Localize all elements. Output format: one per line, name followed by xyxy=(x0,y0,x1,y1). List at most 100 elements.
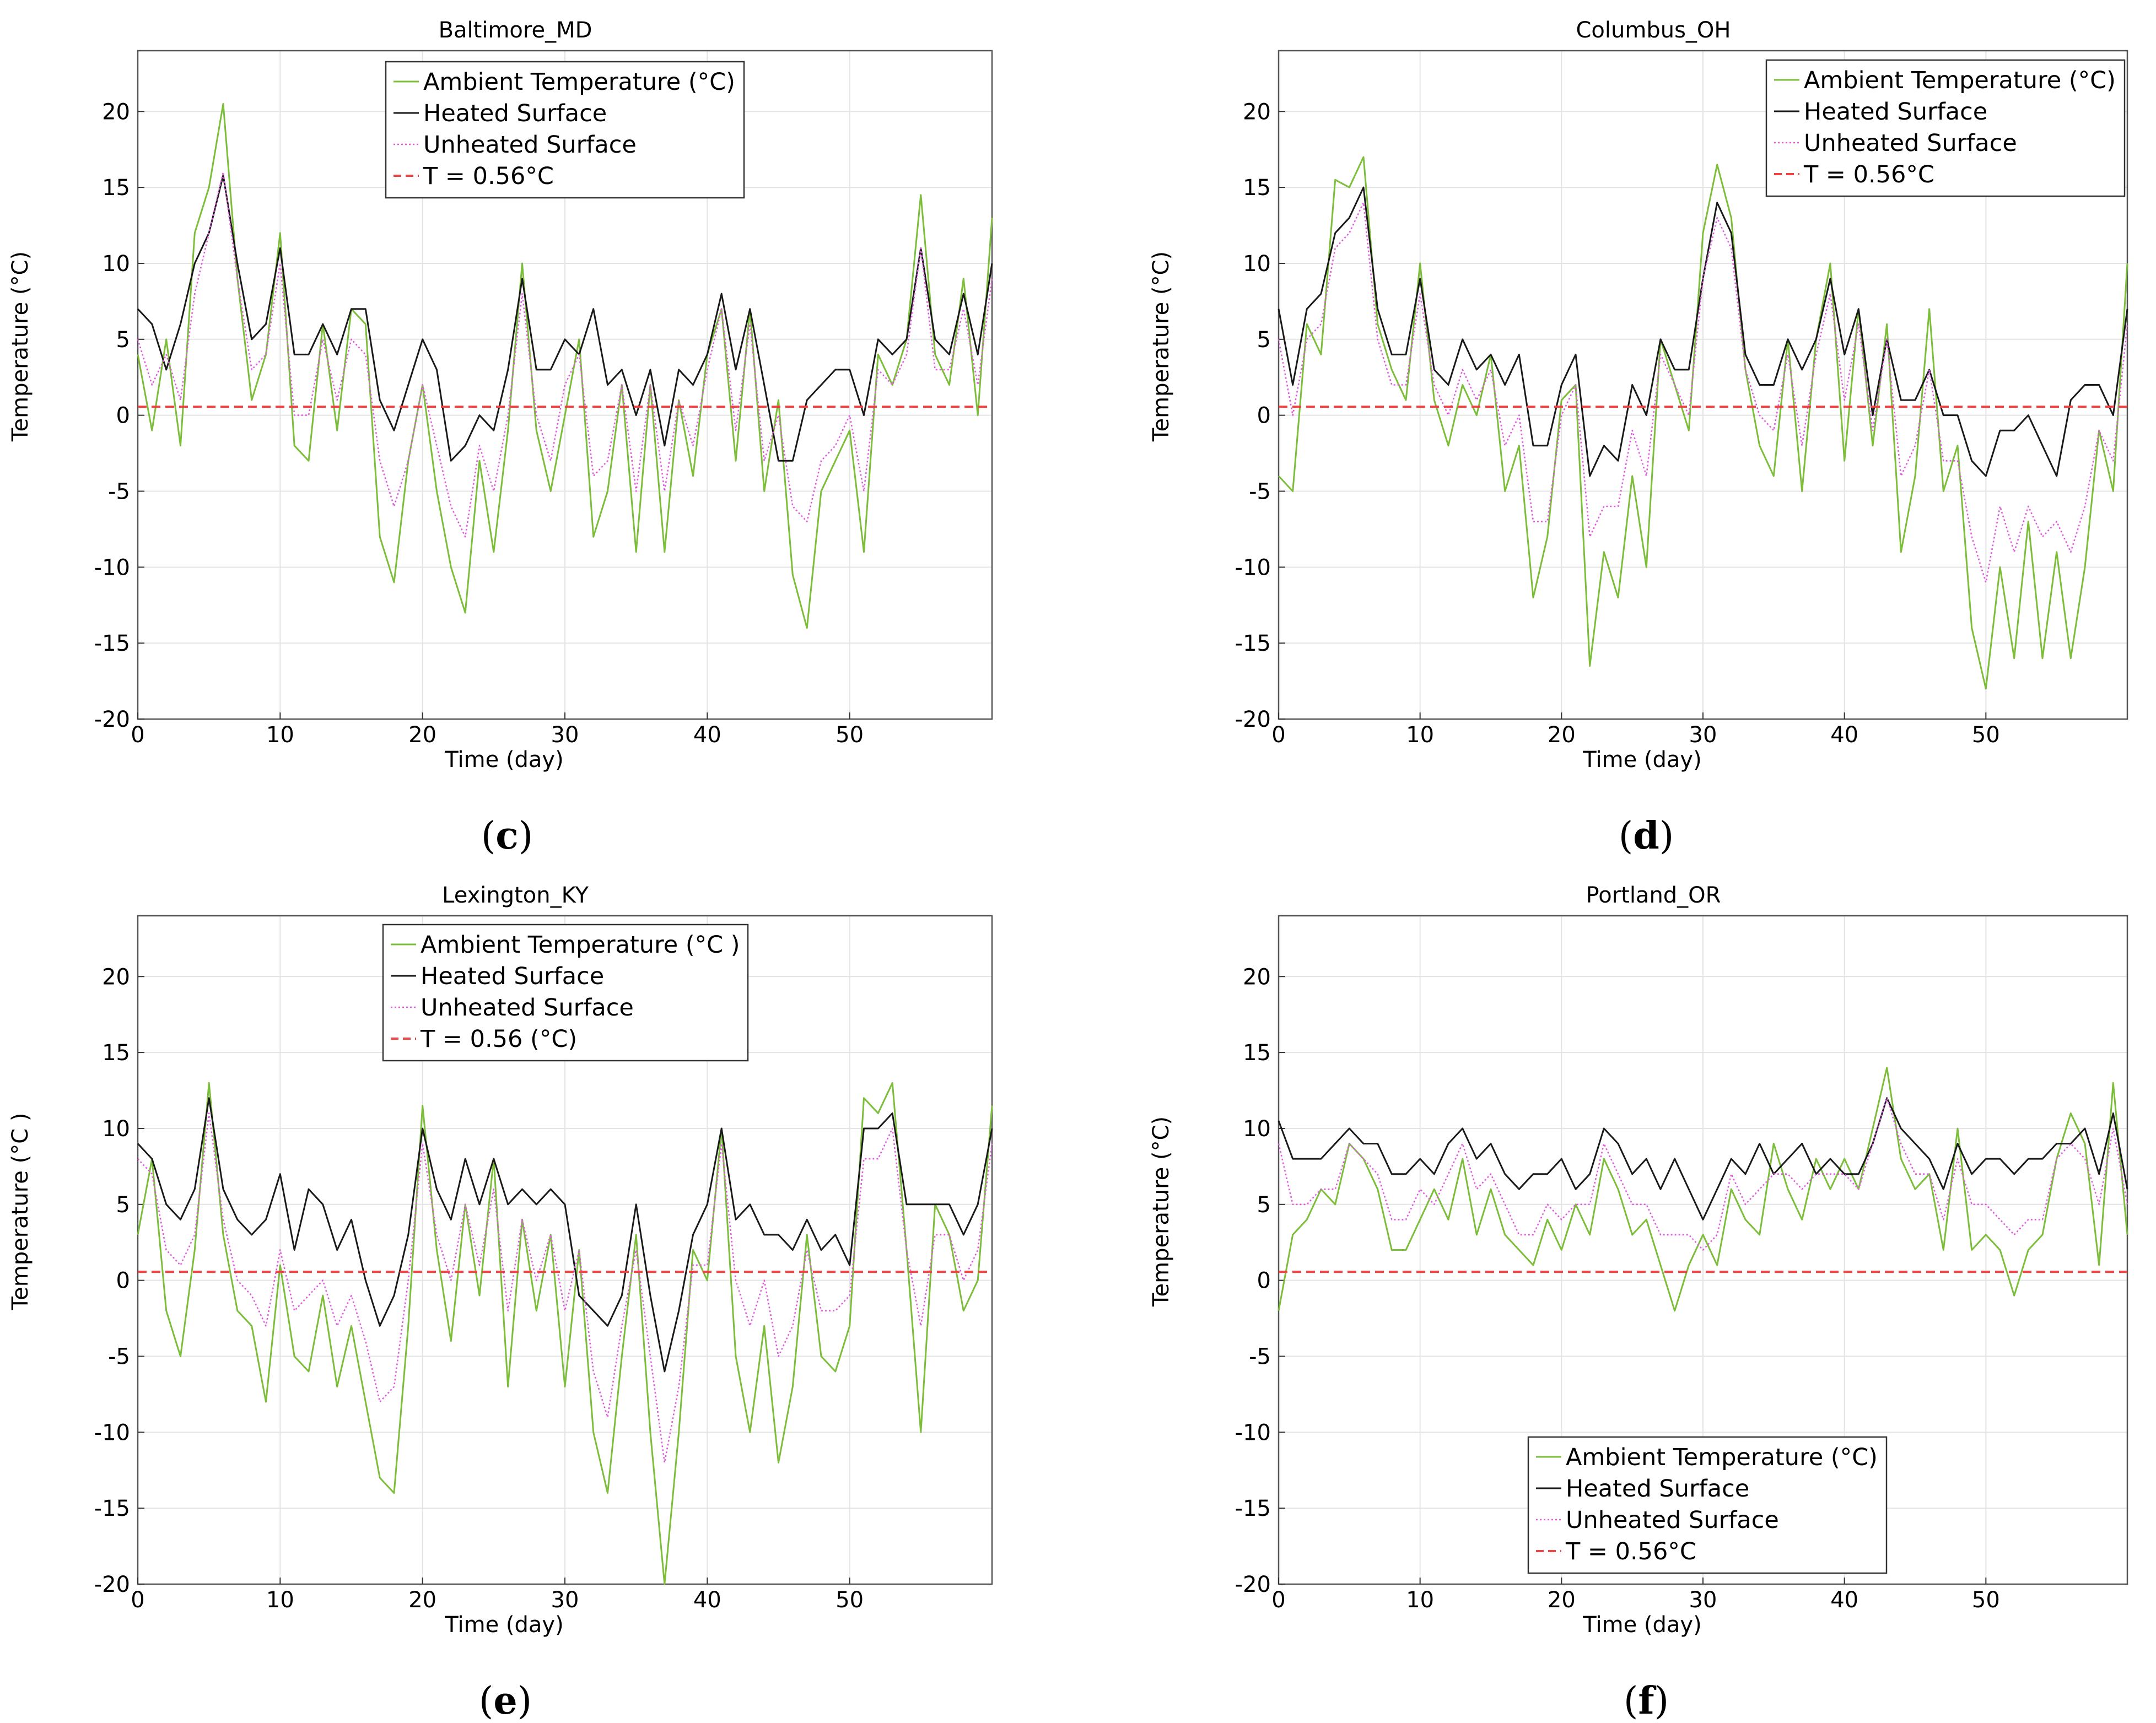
subfigure-label: (c) xyxy=(481,814,533,858)
y-tick-label: 5 xyxy=(1257,1192,1271,1218)
y-tick-label: 5 xyxy=(1257,327,1271,353)
y-tick-label: 5 xyxy=(116,327,130,353)
x-axis-label: Time (day) xyxy=(1582,1612,1701,1638)
legend-label: T = 0.56°C xyxy=(1803,161,1934,188)
heated-surface-line xyxy=(137,174,993,462)
y-tick-label: 5 xyxy=(116,1192,130,1218)
x-tick-label: 30 xyxy=(551,722,579,748)
x-tick-label: 30 xyxy=(551,1587,579,1613)
subfigure-label: (e) xyxy=(479,1679,532,1723)
x-tick-label: 20 xyxy=(1548,1587,1576,1613)
legend-label: T = 0.56°C xyxy=(1565,1538,1696,1565)
subfigure-letter: d xyxy=(1633,814,1659,858)
x-tick-label: 50 xyxy=(836,1587,864,1613)
x-tick-label: 40 xyxy=(1830,1587,1858,1613)
chart-panel-c: 0 10 20 30 40 50 -20 -15 -10 -5 0 5 10 15 20 Baltimore_… xyxy=(8,18,993,858)
y-tick-label: -20 xyxy=(1235,707,1271,732)
legend: Ambient Temperature (°C ) Heated Surface U… xyxy=(382,923,749,1062)
y-axis-label: Temperature (°C) xyxy=(1149,1116,1174,1307)
x-tick-label: 40 xyxy=(693,1587,721,1613)
x-tick-label: 50 xyxy=(836,722,864,748)
chart-title: Portland_OR xyxy=(1586,883,1721,908)
subfigure-paren-close: ) xyxy=(1659,814,1674,858)
unheated-surface-line xyxy=(1278,202,2128,584)
legend-label: Ambient Temperature (°C) xyxy=(1804,67,2116,94)
chart-panel-e: 0 10 20 30 40 50 -20 -15 -10 -5 0 5 10 15 20 Lexington_… xyxy=(8,883,993,1723)
chart-panel-d: 0 10 20 30 40 50 -20 -15 -10 -5 0 5 10 15 20 Columbus_O… xyxy=(1149,18,2128,858)
y-tick-label: -15 xyxy=(1235,1496,1271,1521)
y-tick-label: -10 xyxy=(94,555,130,580)
legend: Ambient Temperature (°C) Heated Surface Un… xyxy=(1765,59,2126,197)
y-tick-label: 0 xyxy=(116,403,130,429)
x-axis-label: Time (day) xyxy=(444,747,563,773)
y-axis-label: Temperature (°C) xyxy=(1149,251,1174,442)
legend-box xyxy=(1765,59,2126,197)
legend-label: T = 0.56 (°C) xyxy=(420,1025,577,1053)
legend-box xyxy=(385,61,745,199)
y-tick-label: -20 xyxy=(1235,1572,1271,1597)
unheated-surface-line xyxy=(137,1112,993,1463)
x-tick-label: 50 xyxy=(1972,722,2000,748)
ambient-temperature-line xyxy=(1278,156,2128,690)
x-tick-label: 0 xyxy=(1271,722,1285,748)
y-tick-label: -20 xyxy=(94,707,130,732)
legend-label: Ambient Temperature (°C ) xyxy=(421,931,740,959)
y-tick-label: 10 xyxy=(1243,251,1271,277)
heated-surface-line xyxy=(1278,1097,2128,1220)
y-tick-label: 20 xyxy=(102,964,130,990)
legend-label: Ambient Temperature (°C) xyxy=(423,68,735,96)
y-tick-label: 0 xyxy=(1257,1268,1271,1294)
y-tick-label: 10 xyxy=(1243,1116,1271,1142)
legend-label: Unheated Surface xyxy=(423,131,637,159)
y-tick-label: -10 xyxy=(94,1420,130,1445)
legend-box xyxy=(382,923,749,1062)
legend-box xyxy=(1527,1436,1888,1574)
y-tick-label: -5 xyxy=(108,479,130,504)
x-tick-label: 30 xyxy=(1689,1587,1717,1613)
y-tick-label: 15 xyxy=(1243,175,1271,201)
x-tick-label: 20 xyxy=(1548,722,1576,748)
subfigure-paren-open: ( xyxy=(1624,1679,1638,1723)
y-tick-label: 10 xyxy=(102,1116,130,1142)
y-tick-label: -10 xyxy=(1235,1420,1271,1445)
y-axis-label: Temperature (°C) xyxy=(8,251,33,442)
chart-panel-f: 0 10 20 30 40 50 -20 -15 -10 -5 0 5 10 15 20 Portland_O… xyxy=(1149,883,2128,1723)
y-tick-label: -20 xyxy=(94,1572,130,1597)
y-tick-label: -10 xyxy=(1235,555,1271,580)
y-tick-label: 20 xyxy=(1243,964,1271,990)
legend: Ambient Temperature (°C) Heated Surface Un… xyxy=(385,61,745,199)
x-tick-label: 40 xyxy=(1830,722,1858,748)
unheated-surface-line xyxy=(1278,1097,2128,1251)
y-tick-label: -5 xyxy=(108,1344,130,1369)
y-tick-label: -5 xyxy=(1249,479,1271,504)
x-tick-label: 50 xyxy=(1972,1587,2000,1613)
x-tick-label: 30 xyxy=(1689,722,1717,748)
legend-label: Unheated Surface xyxy=(1566,1506,1779,1534)
heated-surface-line xyxy=(137,1097,993,1373)
x-axis-label: Time (day) xyxy=(444,1612,563,1638)
subfigure-paren-close: ) xyxy=(518,1679,532,1723)
x-tick-label: 0 xyxy=(131,722,144,748)
x-tick-label: 0 xyxy=(1271,1587,1285,1613)
legend-label: Ambient Temperature (°C) xyxy=(1566,1444,1878,1471)
legend-label: Heated Surface xyxy=(423,100,607,127)
legend-label: Heated Surface xyxy=(1566,1475,1749,1503)
subfigure-letter: e xyxy=(493,1679,517,1723)
y-tick-label: 15 xyxy=(102,175,130,201)
y-tick-label: 0 xyxy=(116,1268,130,1294)
ambient-temperature-line xyxy=(137,1082,993,1585)
legend: Ambient Temperature (°C) Heated Surface Un… xyxy=(1527,1436,1888,1574)
x-tick-label: 10 xyxy=(266,722,294,748)
y-tick-label: -5 xyxy=(1249,1344,1271,1369)
chart-title: Lexington_KY xyxy=(442,883,589,908)
subfigure-letter: f xyxy=(1638,1679,1656,1723)
y-tick-label: -15 xyxy=(94,1496,130,1521)
x-axis-label: Time (day) xyxy=(1582,747,1701,773)
x-tick-label: 10 xyxy=(266,1587,294,1613)
subfigure-paren-close: ) xyxy=(519,814,533,858)
x-tick-label: 20 xyxy=(408,1587,436,1613)
chart-title: Columbus_OH xyxy=(1576,18,1731,43)
subfigure-letter: c xyxy=(495,814,518,858)
y-tick-label: 20 xyxy=(1243,99,1271,125)
